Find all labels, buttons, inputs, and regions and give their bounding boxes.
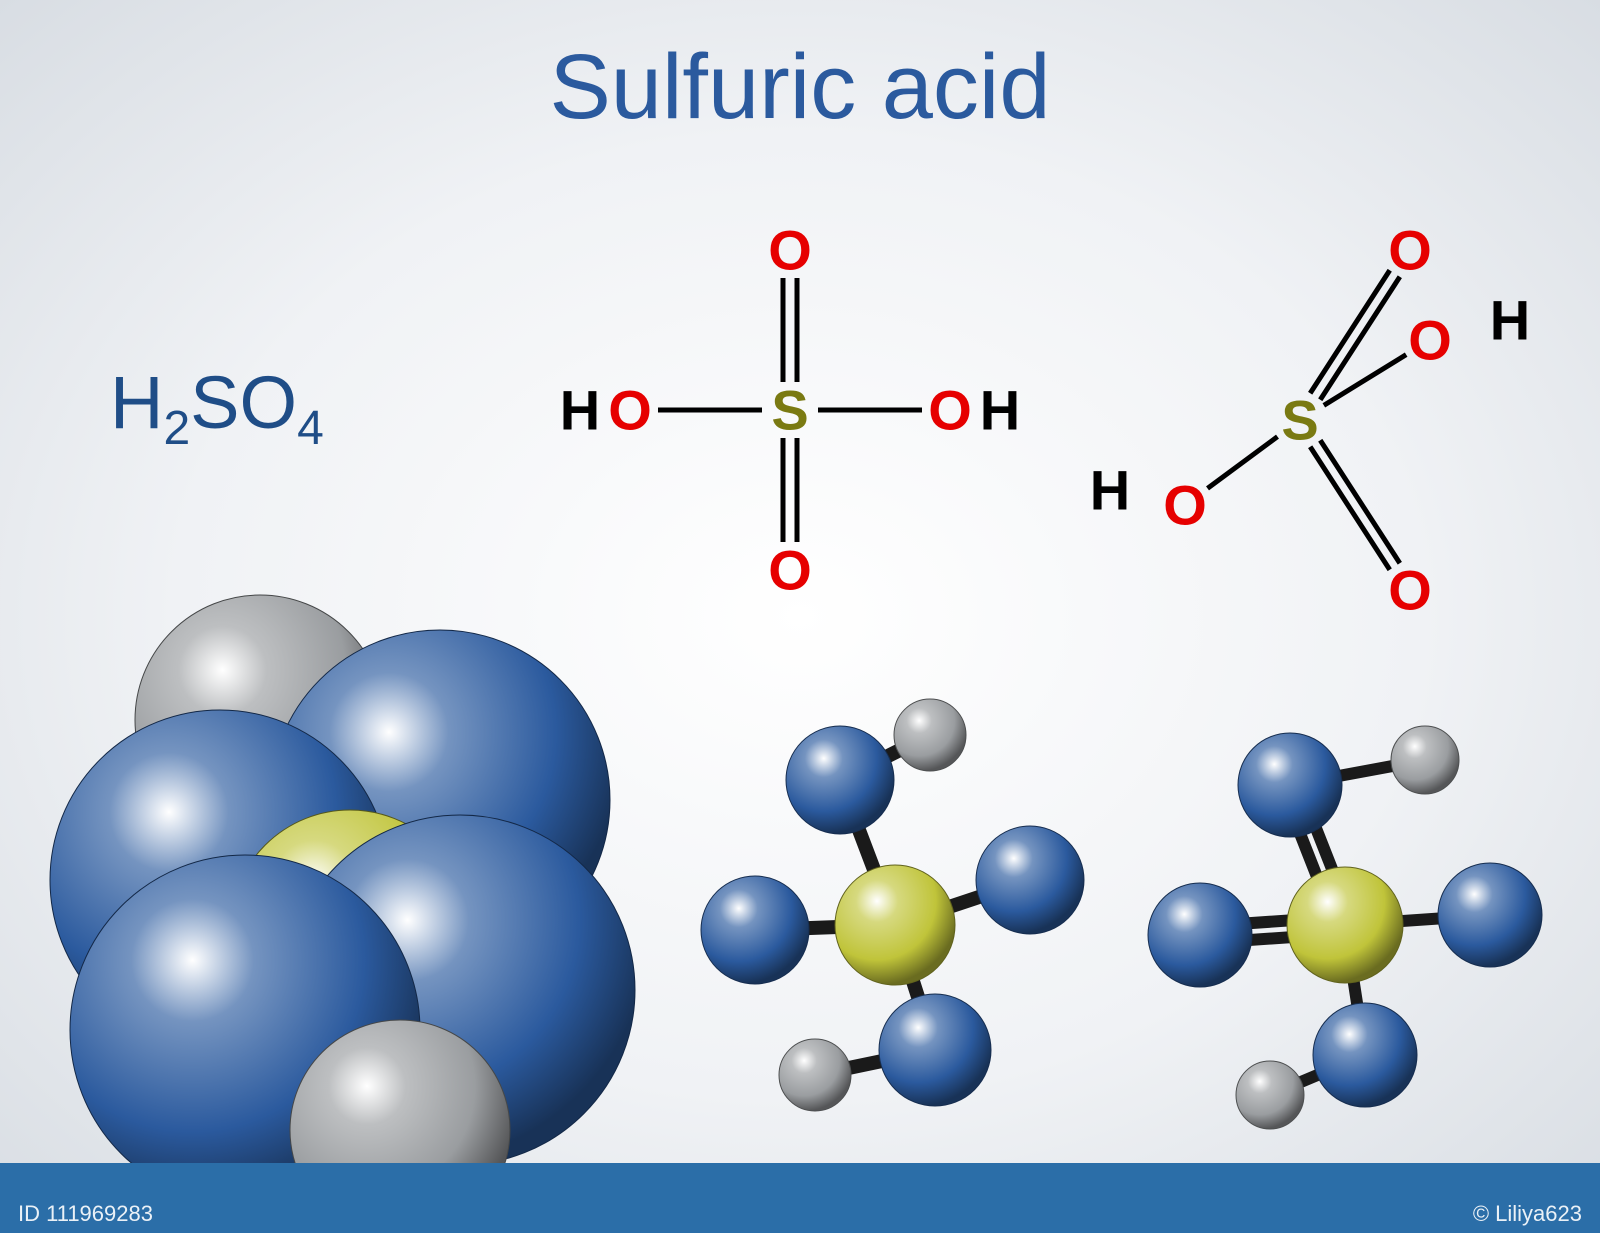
svg-text:O: O [608,379,652,442]
watermark-id: ID 111969283 [18,1201,153,1227]
svg-text:H: H [560,379,600,442]
svg-text:H: H [1490,289,1530,352]
space-filling-model [70,600,630,1160]
structural-formula-flat: SOOOOHH [560,200,1020,620]
infographic-stage: Sulfuric acid H2SO4 SOOOOHH SOOOOHH ID 1… [0,0,1600,1233]
svg-text:O: O [768,219,812,282]
watermark-author: © Liliya623 [1473,1201,1582,1227]
svg-text:O: O [1388,219,1432,282]
svg-text:O: O [1408,309,1452,372]
footer-bar [0,1163,1600,1233]
ball-stick-model-2 [1140,700,1580,1140]
molecular-formula: H2SO4 [110,360,324,456]
svg-text:H: H [1090,459,1130,522]
svg-text:O: O [1388,559,1432,622]
svg-text:O: O [768,539,812,602]
structural-formula-skewed: SOOOOHH [1100,190,1540,630]
svg-text:O: O [1163,474,1207,537]
svg-text:O: O [928,379,972,442]
svg-text:S: S [771,379,808,442]
svg-text:H: H [980,379,1020,442]
svg-text:S: S [1281,389,1318,452]
ball-stick-model-1 [680,680,1120,1140]
compound-title: Sulfuric acid [0,35,1600,140]
